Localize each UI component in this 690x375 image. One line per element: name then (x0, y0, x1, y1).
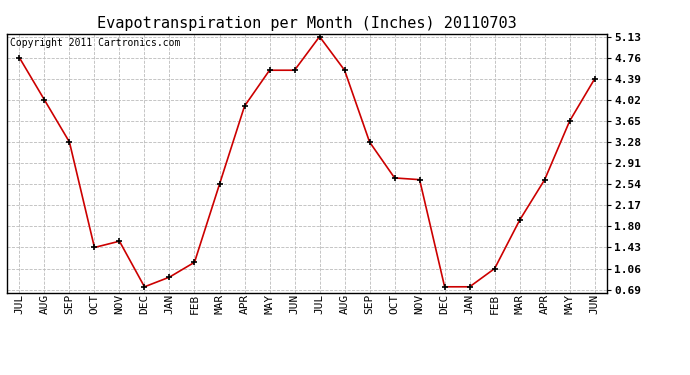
Text: Copyright 2011 Cartronics.com: Copyright 2011 Cartronics.com (10, 38, 180, 48)
Title: Evapotranspiration per Month (Inches) 20110703: Evapotranspiration per Month (Inches) 20… (97, 16, 517, 31)
